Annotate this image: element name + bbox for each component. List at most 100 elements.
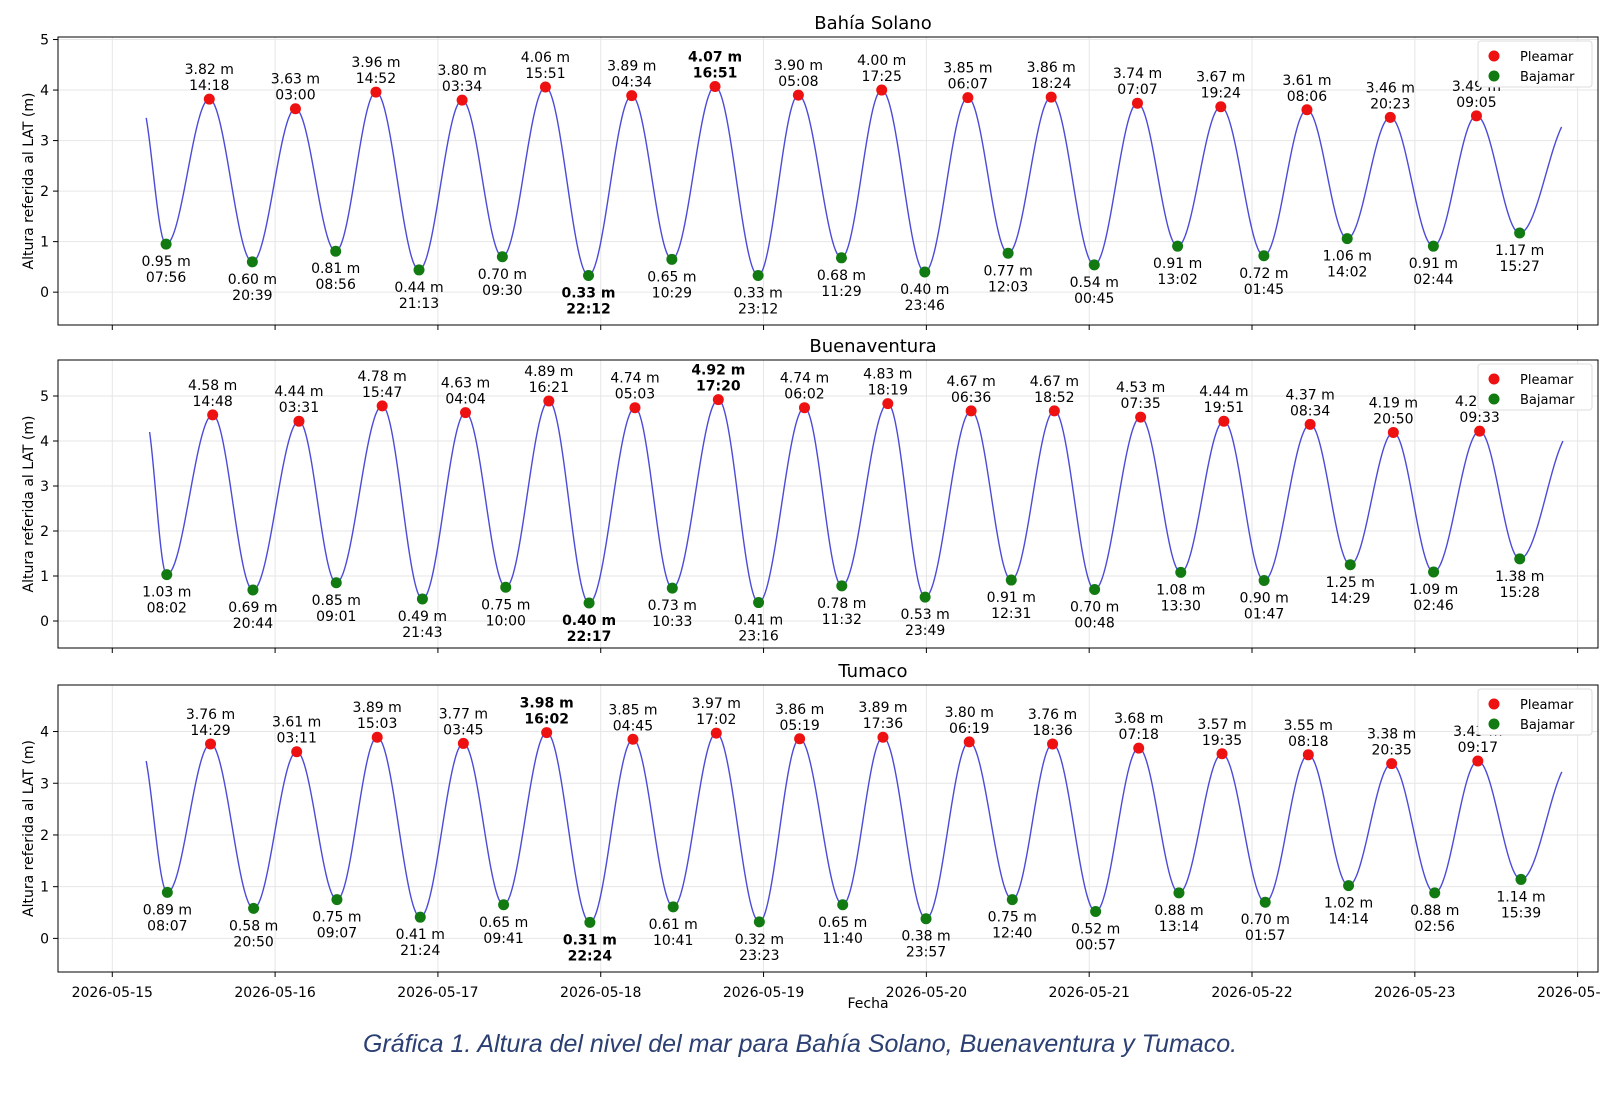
pleamar-time-label: 09:05: [1456, 95, 1496, 111]
bajamar-value-label: 1.38 m: [1495, 569, 1544, 585]
pleamar-time-label: 04:04: [445, 392, 485, 408]
bajamar-time-label: 07:56: [146, 270, 186, 286]
pleamar-time-label: 06:19: [949, 721, 989, 737]
bajamar-time-label: 12:31: [991, 606, 1031, 622]
pleamar-time-label: 05:03: [615, 387, 655, 403]
pleamar-point: [207, 409, 219, 421]
bajamar-time-label: 23:46: [905, 298, 945, 314]
x-tick-label: 2026-05-23: [1374, 985, 1455, 1001]
bajamar-value-label: 0.60 m: [228, 272, 277, 288]
pleamar-time-label: 18:36: [1032, 723, 1072, 739]
pleamar-value-label: 3.85 m: [943, 61, 992, 77]
bajamar-value-label: 0.58 m: [229, 918, 278, 934]
pleamar-time-label: 15:51: [525, 66, 565, 82]
pleamar-point: [626, 90, 638, 102]
bajamar-value-label: 0.75 m: [481, 597, 530, 613]
bajamar-time-label: 23:23: [739, 948, 779, 964]
pleamar-value-label: 4.74 m: [780, 371, 829, 387]
pleamar-point: [456, 94, 468, 106]
y-tick-label: 4: [40, 434, 49, 450]
pleamar-time-label: 16:02: [524, 712, 569, 728]
pleamar-time-label: 08:18: [1288, 734, 1328, 750]
pleamar-point: [882, 398, 894, 410]
bajamar-time-label: 02:44: [1413, 272, 1453, 288]
bajamar-point: [667, 901, 679, 913]
y-tick-label: 2: [40, 184, 49, 200]
pleamar-point: [293, 415, 305, 427]
bajamar-value-label: 0.91 m: [987, 590, 1036, 606]
legend-label-pleamar: Pleamar: [1520, 50, 1574, 65]
pleamar-time-label: 19:51: [1204, 400, 1244, 416]
bajamar-time-label: 10:00: [486, 613, 526, 629]
y-tick-label: 5: [40, 389, 49, 405]
y-tick-label: 1: [40, 235, 49, 251]
legend-marker-bajamar: [1488, 718, 1500, 730]
pleamar-time-label: 20:23: [1370, 96, 1410, 112]
pleamar-point: [370, 86, 382, 98]
pleamar-time-label: 20:35: [1371, 743, 1411, 759]
pleamar-time-label: 17:25: [862, 69, 902, 85]
bajamar-point: [753, 597, 765, 609]
pleamar-time-label: 16:21: [529, 380, 569, 396]
bajamar-value-label: 1.14 m: [1496, 889, 1545, 905]
bajamar-point: [919, 266, 931, 278]
pleamar-value-label: 4.74 m: [610, 371, 659, 387]
bajamar-value-label: 0.68 m: [817, 268, 866, 284]
bajamar-point: [1514, 227, 1526, 239]
pleamar-time-label: 03:11: [277, 731, 317, 747]
pleamar-point: [541, 727, 553, 739]
pleamar-time-label: 05:08: [778, 74, 818, 90]
bajamar-value-label: 0.88 m: [1410, 903, 1459, 919]
pleamar-value-label: 4.67 m: [947, 374, 996, 390]
pleamar-time-label: 03:45: [443, 722, 483, 738]
pleamar-time-label: 19:35: [1202, 733, 1242, 749]
bajamar-value-label: 0.65 m: [479, 915, 528, 931]
bajamar-time-label: 13:30: [1161, 598, 1201, 614]
pleamar-point: [289, 103, 301, 115]
x-tick-label: 2026-05-18: [560, 985, 641, 1001]
pleamar-time-label: 18:24: [1031, 76, 1071, 92]
y-tick-label: 4: [40, 725, 49, 741]
bajamar-point: [836, 580, 848, 592]
pleamar-time-label: 07:07: [1117, 82, 1157, 98]
pleamar-value-label: 3.38 m: [1367, 727, 1416, 743]
x-tick-label: 2026-05-16: [234, 985, 315, 1001]
legend-box: [1477, 688, 1593, 736]
pleamar-point: [962, 92, 974, 104]
bajamar-time-label: 08:07: [147, 918, 187, 934]
bajamar-value-label: 0.91 m: [1153, 256, 1202, 272]
pleamar-value-label: 3.68 m: [1114, 711, 1163, 727]
bajamar-time-label: 21:43: [402, 625, 442, 641]
y-tick-label: 3: [40, 776, 49, 792]
bajamar-value-label: 0.49 m: [398, 609, 447, 625]
bajamar-time-label: 23:12: [738, 301, 778, 317]
bajamar-point: [161, 569, 173, 581]
bajamar-point: [498, 899, 510, 911]
pleamar-value-label: 3.55 m: [1284, 718, 1333, 734]
y-tick-label: 3: [40, 479, 49, 495]
pleamar-time-label: 06:36: [951, 390, 991, 406]
bajamar-value-label: 0.44 m: [394, 280, 443, 296]
bajamar-value-label: 0.69 m: [228, 600, 277, 616]
bajamar-point: [666, 253, 678, 265]
plot-frame: [57, 36, 1599, 326]
pleamar-point: [1472, 755, 1484, 767]
x-tick-label: 2026-05-17: [397, 985, 478, 1001]
bajamar-point: [920, 913, 932, 925]
x-tick-label: 2026-05-24: [1537, 985, 1600, 1001]
bajamar-value-label: 0.95 m: [141, 254, 190, 270]
bajamar-value-label: 0.52 m: [1071, 921, 1120, 937]
pleamar-value-label: 3.96 m: [351, 55, 400, 71]
y-axis-label: Altura referida al LAT (m): [21, 740, 37, 917]
pleamar-point: [205, 738, 217, 750]
pleamar-value-label: 3.80 m: [945, 705, 994, 721]
pleamar-value-label: 3.89 m: [353, 700, 402, 716]
bajamar-point: [1006, 894, 1018, 906]
bajamar-value-label: 0.41 m: [734, 613, 783, 629]
pleamar-value-label: 3.61 m: [1282, 73, 1331, 89]
bajamar-value-label: 0.40 m: [900, 282, 949, 298]
bajamar-time-label: 20:50: [233, 934, 273, 950]
pleamar-time-label: 07:35: [1120, 396, 1160, 412]
bajamar-value-label: 1.03 m: [142, 585, 191, 601]
pleamar-point: [203, 93, 215, 105]
